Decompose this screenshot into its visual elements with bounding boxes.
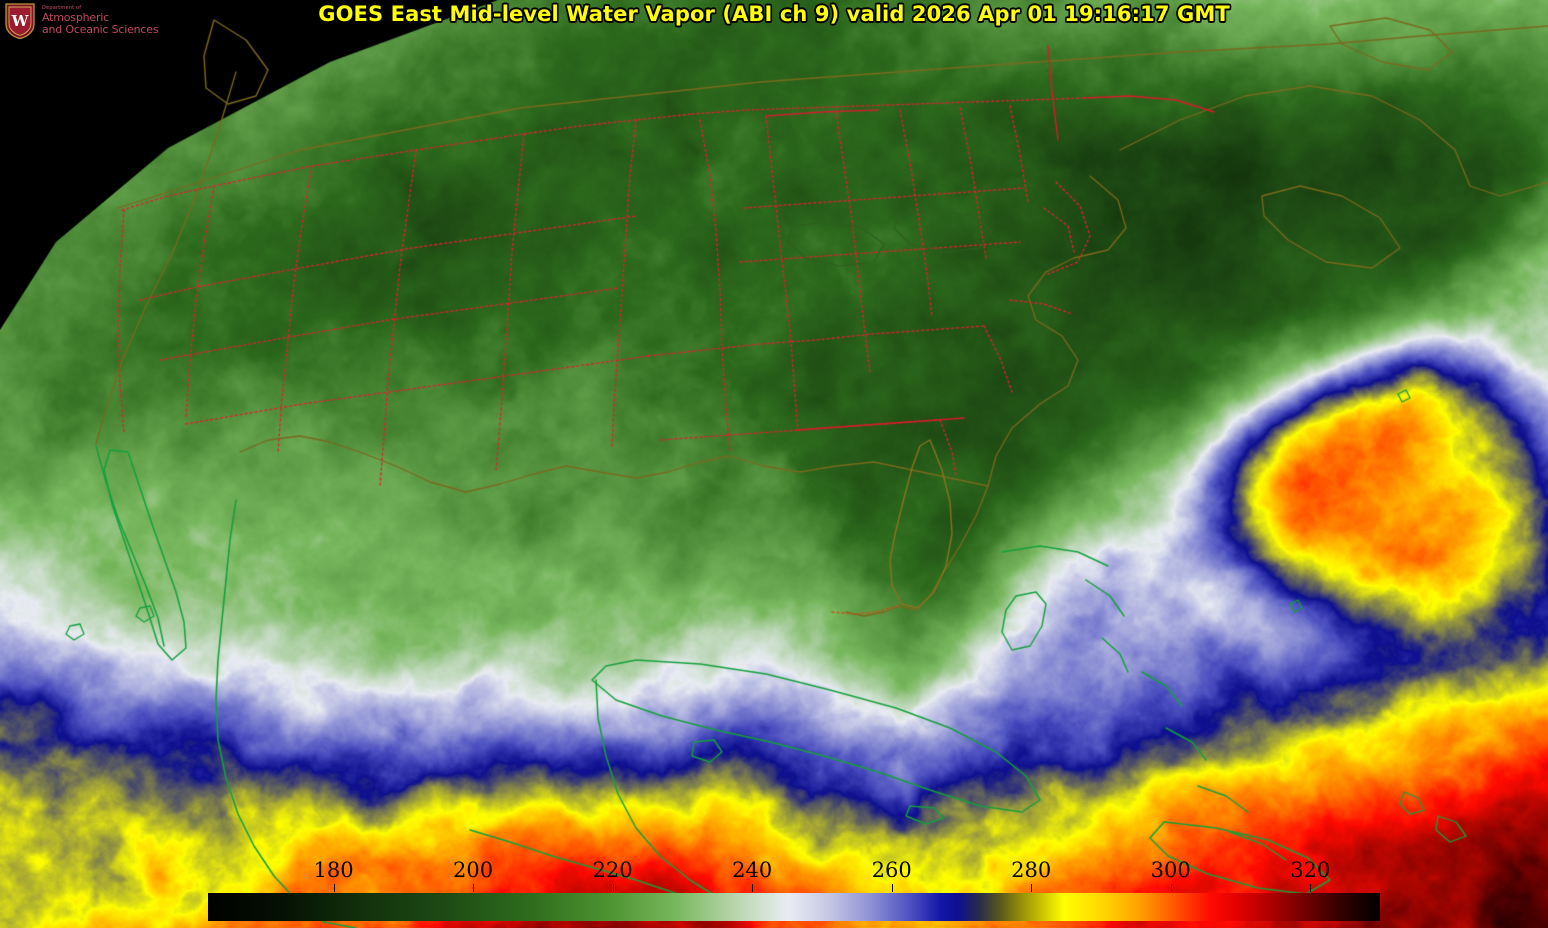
logo-department-label: Department of bbox=[42, 5, 82, 11]
colorbar-tick-label: 240 bbox=[732, 858, 773, 882]
colorbar: 180 200 220 240 260 280 300 320 bbox=[208, 858, 1380, 921]
colorbar-tick bbox=[752, 884, 754, 892]
uw-crest-icon: W bbox=[3, 2, 37, 40]
colorbar-tick bbox=[1031, 884, 1033, 892]
colorbar-tick-label: 320 bbox=[1290, 858, 1331, 882]
colorbar-tick-label: 180 bbox=[313, 858, 354, 882]
colorbar-tick bbox=[891, 884, 893, 892]
uw-aos-logo: W Department of Atmospheric and Oceanic … bbox=[0, 0, 160, 42]
logo-line-oceanic: and Oceanic Sciences bbox=[42, 23, 159, 36]
colorbar-tick-label: 220 bbox=[592, 858, 633, 882]
colorbar-tick bbox=[333, 884, 335, 892]
colorbar-tick-label: 200 bbox=[453, 858, 494, 882]
colorbar-tick-label: 260 bbox=[871, 858, 912, 882]
colorbar-gradient bbox=[208, 893, 1380, 921]
logo-line-atmospheric: Atmospheric bbox=[42, 11, 109, 24]
colorbar-tick bbox=[473, 884, 475, 892]
svg-text:W: W bbox=[11, 12, 30, 30]
colorbar-tick bbox=[1170, 884, 1172, 892]
colorbar-tick-label: 300 bbox=[1150, 858, 1191, 882]
colorbar-tick-label: 280 bbox=[1011, 858, 1052, 882]
uw-aos-logo-text: Department of Atmospheric and Oceanic Sc… bbox=[42, 5, 159, 36]
colorbar-tick bbox=[1310, 884, 1312, 892]
colorbar-tick bbox=[612, 884, 614, 892]
